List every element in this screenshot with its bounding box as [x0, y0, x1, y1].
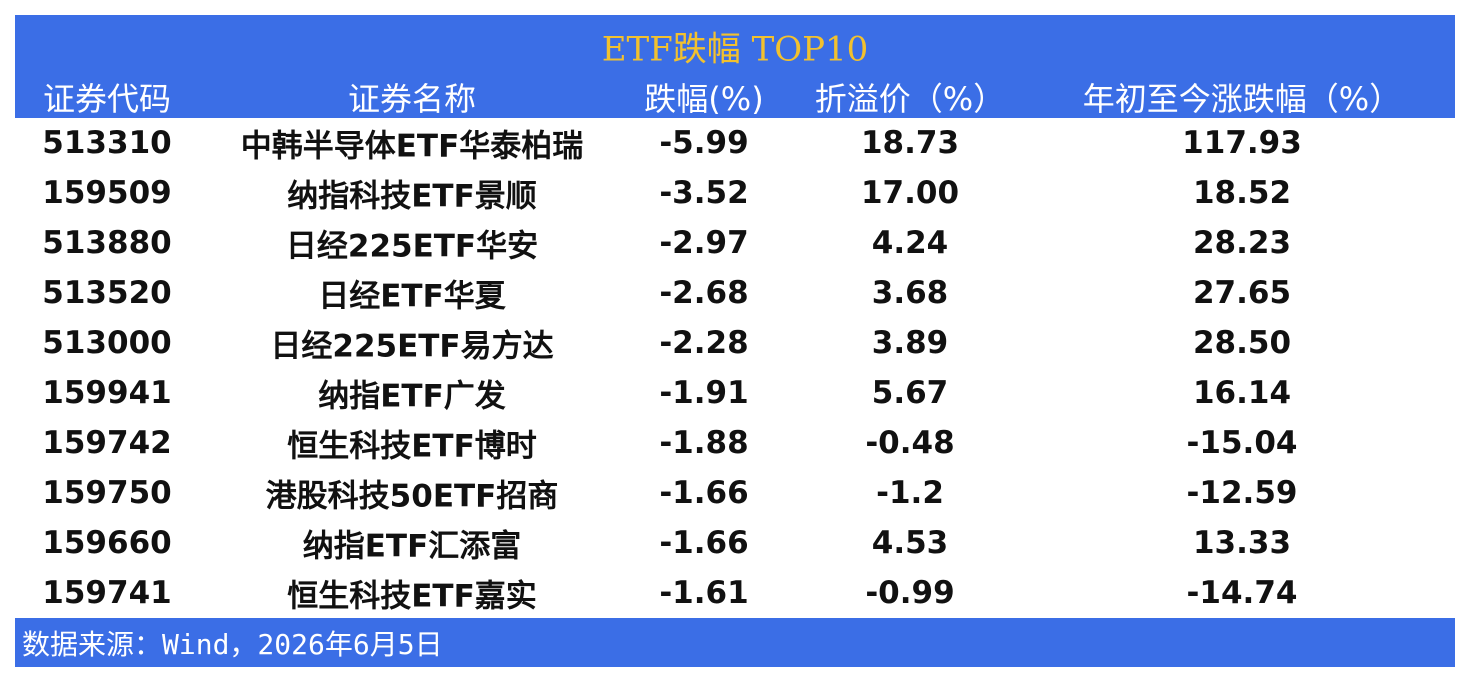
table-cell: 513310 — [42, 125, 172, 161]
table-cell: 28.50 — [1192, 325, 1292, 361]
table-cell: 159941 — [42, 375, 172, 411]
table-cell: 日经225ETF华安 — [285, 228, 539, 265]
table-cell: 18.52 — [1192, 175, 1292, 211]
table-cell: 恒生科技ETF博时 — [287, 428, 537, 465]
table-cell: 13.33 — [1192, 525, 1292, 561]
table-cell: 纳指ETF广发 — [318, 378, 506, 415]
table-cell: -1.61 — [659, 575, 749, 611]
table-cell: 4.53 — [871, 525, 949, 561]
header-cell: 证券代码 — [42, 80, 172, 118]
table-cell: -5.99 — [659, 125, 749, 161]
table-cell: 159742 — [42, 425, 172, 461]
table-cell: -2.97 — [659, 225, 749, 261]
table-cell: 5.67 — [871, 375, 949, 411]
table-cell: 纳指ETF汇添富 — [302, 528, 522, 565]
table-cell: 159741 — [42, 575, 172, 611]
table-cell: 513000 — [42, 325, 172, 361]
table-cell: -0.99 — [865, 575, 955, 611]
header-cell: 年初至今涨跌幅（%） — [1082, 80, 1402, 118]
table-cell: -1.2 — [876, 475, 944, 511]
table-cell: 117.93 — [1182, 125, 1302, 161]
header-cell: 跌幅(%) — [644, 80, 764, 118]
table-cell: 18.73 — [860, 125, 960, 161]
table-cell: -15.04 — [1186, 425, 1298, 461]
table-cell: 纳指科技ETF景顺 — [287, 178, 537, 215]
table-cell: 恒生科技ETF嘉实 — [287, 578, 537, 615]
table-cell: 17.00 — [860, 175, 960, 211]
table-cell: 4.24 — [871, 225, 949, 261]
table-cell: -12.59 — [1186, 475, 1298, 511]
table-cell: -2.68 — [659, 275, 749, 311]
table-cell: 日经ETF华夏 — [318, 278, 506, 315]
table-cell: -14.74 — [1186, 575, 1298, 611]
header-cell: 证券名称 — [347, 80, 477, 118]
table-cell: 513520 — [42, 275, 172, 311]
table-cell: 16.14 — [1192, 375, 1292, 411]
header-band — [15, 15, 1455, 118]
table-cell: 27.65 — [1192, 275, 1292, 311]
table-cell: -1.88 — [659, 425, 749, 461]
table-cell: -0.48 — [865, 425, 955, 461]
table-cell: -1.66 — [659, 475, 749, 511]
footer-band — [15, 618, 1455, 667]
table-cell: -3.52 — [659, 175, 749, 211]
table-cell: 159750 — [42, 475, 172, 511]
table-cell: 3.68 — [871, 275, 949, 311]
header-cell: 折溢价（%） — [814, 80, 1006, 118]
table-cell: -1.91 — [659, 375, 749, 411]
table-cell: 日经225ETF易方达 — [270, 328, 554, 365]
table-cell: 中韩半导体ETF华泰柏瑞 — [240, 128, 584, 165]
footer: 数据来源：Wind，2026年6月5日 — [22, 628, 443, 661]
table-cell: -1.66 — [659, 525, 749, 561]
table-cell: 28.23 — [1192, 225, 1292, 261]
table-cell: 3.89 — [871, 325, 949, 361]
table-cell: 159660 — [42, 525, 172, 561]
table-cell: -2.28 — [659, 325, 749, 361]
table-cell: 159509 — [42, 175, 172, 211]
title: ETF跌幅 TOP10 — [601, 29, 869, 70]
table-cell: 513880 — [42, 225, 172, 261]
table-cell: 港股科技50ETF招商 — [265, 478, 559, 515]
